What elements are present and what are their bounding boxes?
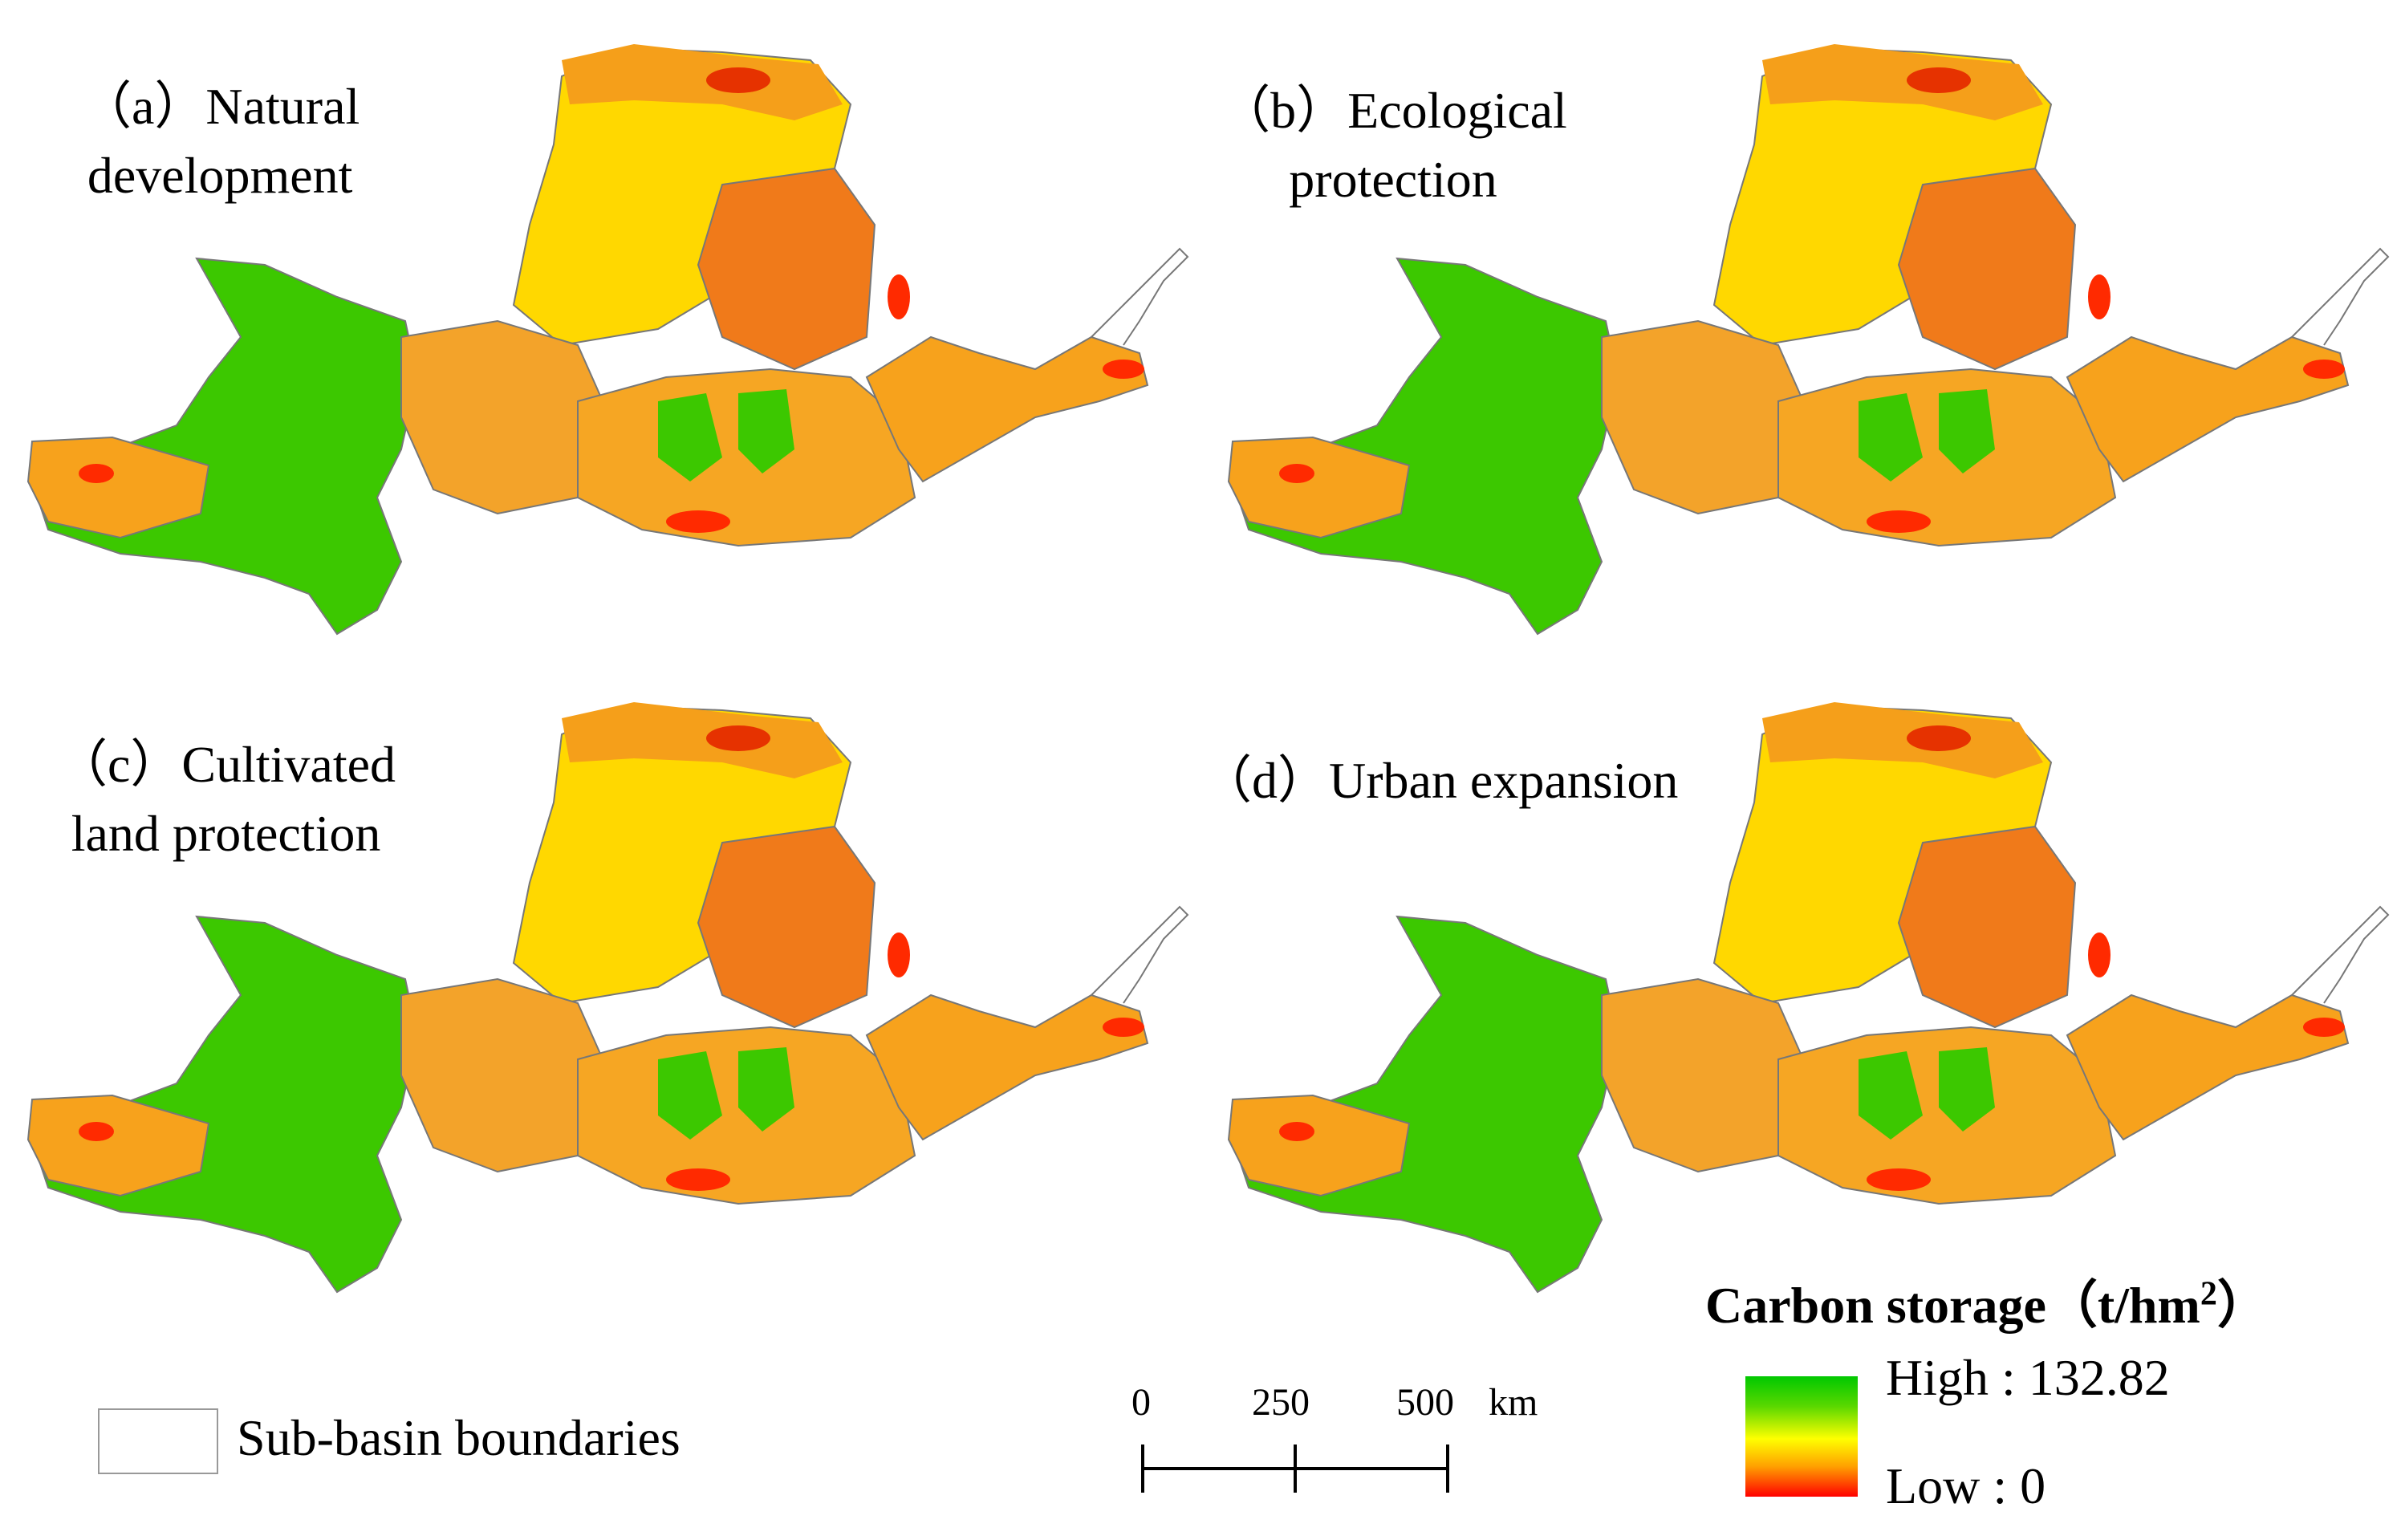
boundary-legend-label: Sub-basin boundaries — [237, 1409, 680, 1466]
legend-title-superscript: 2 — [2200, 1275, 2217, 1313]
map-panel-d: （d）Urban expansion — [1200, 658, 2401, 1316]
scale-tick-0: 0 — [1131, 1381, 1151, 1424]
map-panel-c: （c）Cultivated land protection — [0, 658, 1200, 1316]
map-panel-a: （a）Natural development — [0, 0, 1200, 658]
scale-unit: km — [1489, 1381, 1538, 1424]
boundary-swatch — [98, 1408, 218, 1474]
panel-label-b: （b）Ecological protection — [1219, 82, 1567, 208]
legend-low-label: Low : 0 — [1886, 1457, 2046, 1514]
legend-title-end: ） — [2216, 1277, 2269, 1334]
scale-bar: 0 250 500 km — [1123, 1380, 1538, 1509]
scale-tick-250: 250 — [1252, 1381, 1310, 1424]
panel-label-a: （a）Natural development — [80, 78, 360, 204]
scale-bar-line — [1141, 1445, 1449, 1493]
scale-tick-500: 500 — [1396, 1381, 1454, 1424]
panel-label-c: （c）Cultivated land protection — [56, 736, 396, 862]
panel-label-d: （d）Urban expansion — [1200, 752, 1679, 809]
legend-title: Carbon storage（t/hm2） — [1705, 1264, 2269, 1338]
legend-title-text: Carbon storage（t/hm — [1705, 1277, 2200, 1334]
map-panel-b: （b）Ecological protection — [1200, 0, 2401, 658]
color-ramp — [1745, 1376, 1858, 1497]
legend-high-label: High : 132.82 — [1886, 1349, 2170, 1406]
